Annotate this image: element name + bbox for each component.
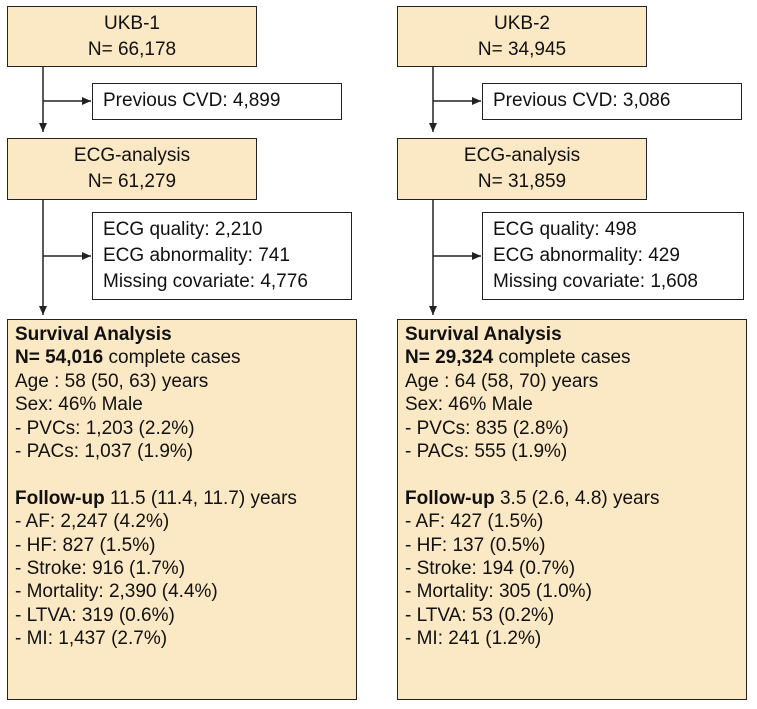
ukb2-pvcs: - PVCs: 835 (2.8%) bbox=[405, 417, 569, 439]
ukb1-exclusion-line: ECG quality: 2,210 bbox=[103, 219, 263, 240]
ukb2-outcome-stroke: - Stroke: 194 (0.7%) bbox=[405, 558, 576, 580]
ukb2-outcome-mortality: - Mortality: 305 (1.0%) bbox=[405, 581, 592, 603]
ukb1-n: N= 66,178 bbox=[87, 39, 177, 60]
ukb1-survival-title: Survival Analysis bbox=[15, 324, 172, 345]
left-arrows bbox=[39, 67, 91, 315]
right-arrows bbox=[429, 67, 481, 315]
ukb2-outcome-hf: - HF: 137 (0.5%) bbox=[405, 534, 546, 556]
ukb1-exclusion-line: Missing covariate: 4,776 bbox=[103, 271, 308, 292]
ukb1-outcome-mortality: - Mortality: 2,390 (4.4%) bbox=[15, 581, 218, 603]
ukb2-n: N= 34,945 bbox=[477, 39, 567, 60]
ukb2-ecg-title: ECG-analysis bbox=[463, 145, 581, 166]
ukb2-complete-cases: N= 29,324 complete cases bbox=[405, 347, 631, 369]
ukb1-sex: Sex: 46% Male bbox=[15, 394, 143, 416]
ukb2-name: UKB-2 bbox=[494, 13, 550, 34]
ukb2-followup: Follow-up 3.5 (2.6, 4.8) years bbox=[405, 487, 660, 509]
ukb2-exclusion-cvd-box: Previous CVD: 3,086 bbox=[482, 83, 742, 120]
ukb1-outcome-af: - AF: 2,247 (4.2%) bbox=[15, 511, 170, 533]
ukb2-ecg-box: ECG-analysis N= 31,859 bbox=[397, 138, 647, 200]
ukb1-ecg-box: ECG-analysis N= 61,279 bbox=[7, 138, 257, 200]
ukb2-exclusion-line: ECG quality: 498 bbox=[493, 219, 637, 240]
ukb2-pacs: - PACs: 555 (1.9%) bbox=[405, 441, 568, 463]
ukb1-cohort-box: UKB-1 N= 66,178 bbox=[7, 6, 257, 67]
ukb2-ecg-n: N= 31,859 bbox=[477, 171, 567, 192]
ukb1-outcome-hf: - HF: 827 (1.5%) bbox=[15, 534, 156, 556]
ukb1-name: UKB-1 bbox=[104, 13, 160, 34]
ukb2-age: Age : 64 (58, 70) years bbox=[405, 370, 599, 392]
ukb2-exclusion-cvd: Previous CVD: 3,086 bbox=[493, 90, 671, 111]
ukb2-cohort-box: UKB-2 N= 34,945 bbox=[397, 6, 647, 67]
ukb1-exclusion-cvd-box: Previous CVD: 4,899 bbox=[92, 83, 342, 120]
ukb2-sex: Sex: 46% Male bbox=[405, 394, 533, 416]
ukb1-pvcs: - PVCs: 1,203 (2.2%) bbox=[15, 417, 195, 439]
ukb1-outcome-ltva: - LTVA: 319 (0.6%) bbox=[15, 604, 175, 626]
ukb1-pacs: - PACs: 1,037 (1.9%) bbox=[15, 441, 194, 463]
ukb2-exclusion-ecg-box: ECG quality: 498 ECG abnormality: 429 Mi… bbox=[482, 212, 744, 300]
ukb1-outcome-stroke: - Stroke: 916 (1.7%) bbox=[15, 558, 186, 580]
ukb1-exclusion-cvd: Previous CVD: 4,899 bbox=[103, 90, 281, 111]
ukb1-survival-box: Survival Analysis N= 54,016 complete cas… bbox=[7, 319, 357, 700]
ukb1-ecg-title: ECG-analysis bbox=[73, 145, 191, 166]
ukb2-survival-box: Survival Analysis N= 29,324 complete cas… bbox=[397, 319, 747, 700]
ukb2-outcome-af: - AF: 427 (1.5%) bbox=[405, 511, 544, 533]
ukb1-age: Age : 58 (50, 63) years bbox=[15, 370, 209, 392]
ukb1-ecg-n: N= 61,279 bbox=[87, 171, 177, 192]
ukb2-exclusion-line: Missing covariate: 1,608 bbox=[493, 271, 698, 292]
ukb2-outcome-ltva: - LTVA: 53 (0.2%) bbox=[405, 604, 555, 626]
ukb2-survival-title: Survival Analysis bbox=[405, 324, 562, 345]
ukb2-outcome-mi: - MI: 241 (1.2%) bbox=[405, 628, 542, 650]
ukb1-complete-cases: N= 54,016 complete cases bbox=[15, 347, 241, 369]
ukb1-exclusion-ecg-box: ECG quality: 2,210 ECG abnormality: 741 … bbox=[92, 212, 352, 300]
ukb2-exclusion-line: ECG abnormality: 429 bbox=[493, 245, 680, 266]
ukb1-exclusion-line: ECG abnormality: 741 bbox=[103, 245, 290, 266]
ukb1-outcome-mi: - MI: 1,437 (2.7%) bbox=[15, 628, 168, 650]
ukb1-followup: Follow-up 11.5 (11.4, 11.7) years bbox=[15, 487, 297, 509]
